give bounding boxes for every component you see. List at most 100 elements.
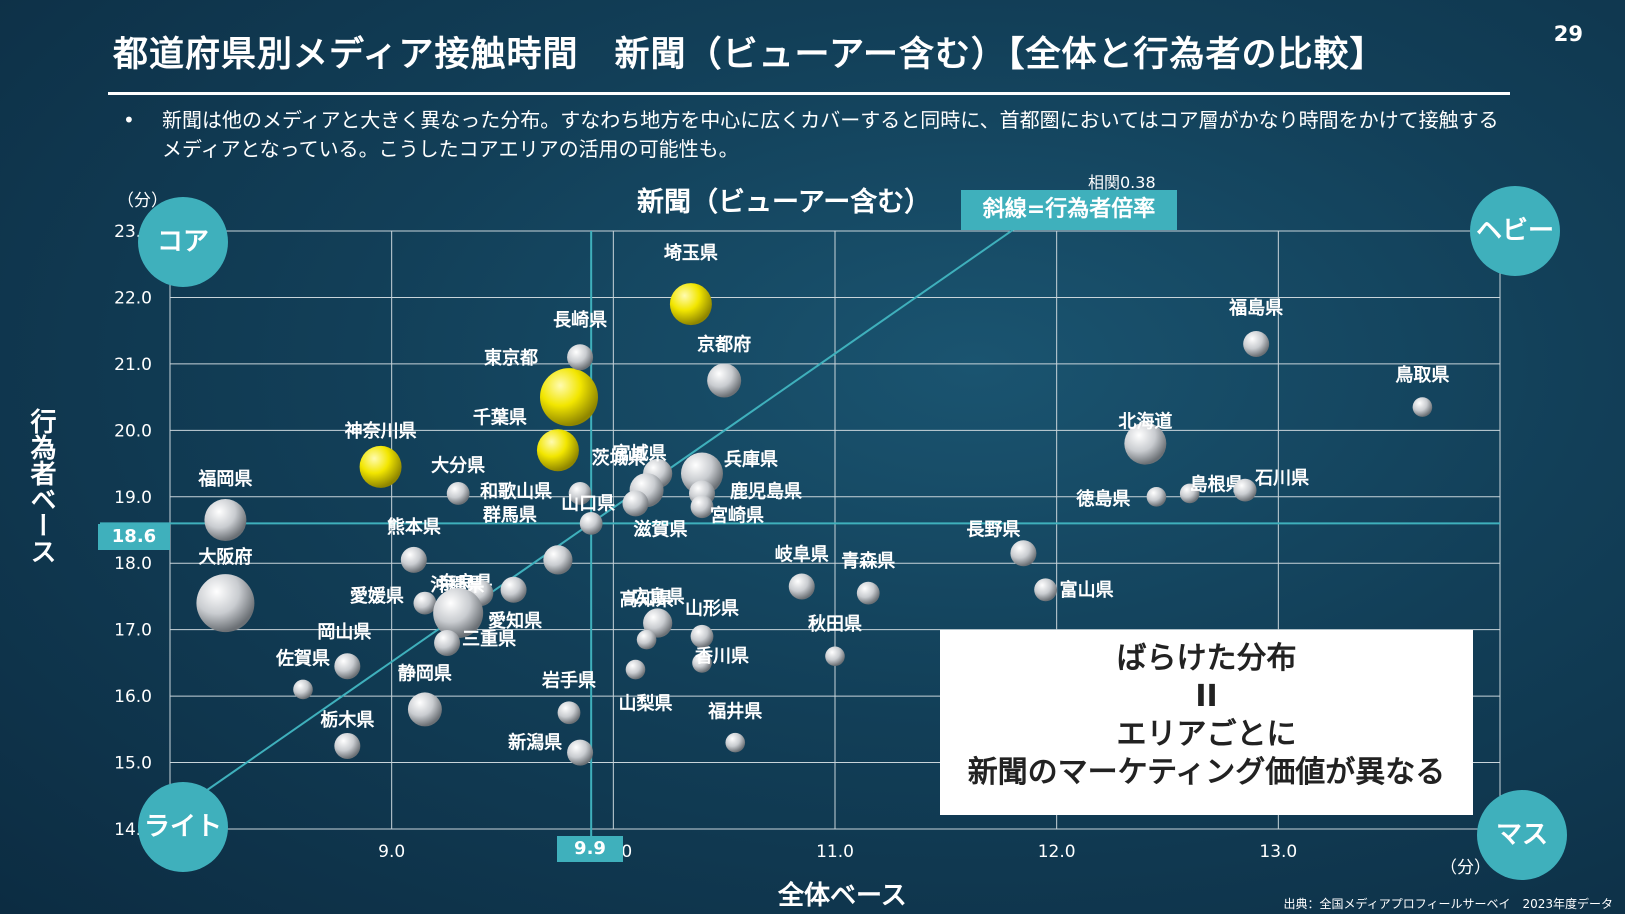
point-label: 群馬県 xyxy=(483,504,537,526)
point-label: 長野県 xyxy=(966,519,1020,540)
point-bubble xyxy=(557,701,581,725)
point-label: 東京都 xyxy=(484,347,538,369)
point-label: 岐阜県 xyxy=(775,543,829,565)
title-divider xyxy=(108,92,1510,95)
point-label: 福岡県 xyxy=(197,468,252,490)
point-bubble xyxy=(334,653,361,680)
point-bubble xyxy=(788,573,815,600)
point-bubble xyxy=(196,574,255,633)
point-label: 佐賀県 xyxy=(275,647,330,669)
point-bubble xyxy=(293,679,313,700)
point-bubble xyxy=(567,739,594,766)
callout-line-4: 新聞のマーケティング価値が異なる xyxy=(967,755,1446,790)
slide-title: 都道府県別メディア接触時間 新聞（ビューアー含む）【全体と行為者の比較】 xyxy=(113,35,1386,75)
corner-heavy: ヘビー xyxy=(1470,186,1560,276)
point-bubble xyxy=(1243,330,1270,357)
y-tick-label: 16.0 xyxy=(114,687,152,707)
corner-core: コア xyxy=(138,197,228,287)
point-bubble xyxy=(433,588,484,639)
diagonal-line xyxy=(199,224,1021,796)
point-label: 栃木県 xyxy=(320,709,374,731)
point-bubble xyxy=(643,608,673,638)
point-bubble xyxy=(359,445,402,488)
callout-line-1: ばらけた分布 xyxy=(1116,641,1297,676)
point-bubble xyxy=(725,732,746,753)
point-label: 兵庫県 xyxy=(724,449,778,471)
point-bubble xyxy=(567,344,594,371)
point-label: 岡山県 xyxy=(317,622,371,643)
x-tick-label: 13.0 xyxy=(1259,842,1297,862)
y-axis-title: 行為者ベース xyxy=(26,408,56,564)
point-label: 北海道 xyxy=(1118,411,1172,433)
point-label: 山梨県 xyxy=(619,693,673,715)
point-bubble xyxy=(690,624,714,648)
point-label: 鹿児島県 xyxy=(730,480,802,502)
correlation-label: 相関0.38 xyxy=(1088,173,1156,192)
point-label: 鳥取県 xyxy=(1395,364,1449,386)
point-label: 石川県 xyxy=(1254,468,1309,489)
point-bubble xyxy=(434,629,461,656)
point-label: 埼玉県 xyxy=(664,242,718,264)
point-bubble xyxy=(1146,486,1167,507)
point-bubble xyxy=(334,732,361,759)
point-bubble xyxy=(622,490,649,517)
source-note: 出典：全国メディアプロフィールサーベイ 2023年度データ xyxy=(1283,897,1613,911)
point-label: 秋田県 xyxy=(808,613,862,635)
point-bubble xyxy=(400,546,427,573)
point-label: 富山県 xyxy=(1060,579,1114,601)
point-label: 香川県 xyxy=(694,646,749,667)
x-tick-label: 11.0 xyxy=(816,842,854,862)
y-tick-label: 19.0 xyxy=(114,488,152,508)
point-bubble xyxy=(568,482,592,505)
point-label: 岩手県 xyxy=(541,670,596,692)
point-label: 山口県 xyxy=(561,493,615,514)
point-bubble xyxy=(692,653,712,673)
point-label: 愛媛県 xyxy=(350,585,404,607)
point-label: 島根県 xyxy=(1190,473,1244,495)
y-reference-marker: 18.6 xyxy=(98,524,170,550)
point-label: 宮城県 xyxy=(613,443,667,465)
point-label: 青森県 xyxy=(841,550,895,572)
y-tick-label: 21.0 xyxy=(114,355,152,375)
point-bubble xyxy=(681,452,723,495)
x-axis-title: 全体ベース xyxy=(778,881,907,911)
point-label: 熊本県 xyxy=(387,516,441,538)
point-label: 神奈川県 xyxy=(345,420,417,442)
corner-light: ライト xyxy=(138,782,228,872)
point-label: 京都府 xyxy=(697,334,751,356)
y-tick-label: 15.0 xyxy=(114,754,152,774)
point-label: 高知県 xyxy=(620,589,674,611)
y-tick-label: 18.0 xyxy=(114,554,152,574)
point-bubble xyxy=(579,511,603,535)
point-bubble xyxy=(500,576,527,603)
point-label: 宮崎県 xyxy=(710,505,764,527)
point-bubble xyxy=(625,659,646,680)
bullet-marker: • xyxy=(123,108,135,132)
point-bubble xyxy=(446,482,470,505)
corner-mass: マス xyxy=(1477,790,1567,880)
point-bubble xyxy=(543,545,573,575)
point-bubble xyxy=(636,629,657,650)
callout-line-2: II xyxy=(1195,679,1218,714)
x-unit: （分） xyxy=(1440,858,1491,878)
point-bubble xyxy=(669,283,712,326)
callout-box: ばらけた分布 II エリアごとに 新聞のマーケティング価値が異なる xyxy=(940,630,1473,815)
point-bubble xyxy=(204,499,247,542)
x-reference-marker: 9.9 xyxy=(557,836,623,862)
point-bubble xyxy=(1233,478,1257,502)
chart-title: 新聞（ビューアー含む） xyxy=(637,187,932,218)
point-bubble xyxy=(536,429,579,472)
point-bubble xyxy=(825,646,845,667)
point-bubble xyxy=(1124,422,1167,465)
point-label: 沖縄県 xyxy=(430,574,484,596)
point-bubble xyxy=(856,581,880,605)
point-label: 福井県 xyxy=(707,701,762,723)
point-label: 大分県 xyxy=(431,454,485,476)
point-label: 三重県 xyxy=(462,628,516,650)
point-label: 千葉県 xyxy=(473,407,527,428)
point-label: 大阪府 xyxy=(198,546,252,568)
point-bubble xyxy=(1010,540,1037,567)
point-bubble xyxy=(413,591,437,615)
point-label: 長崎県 xyxy=(553,309,607,331)
